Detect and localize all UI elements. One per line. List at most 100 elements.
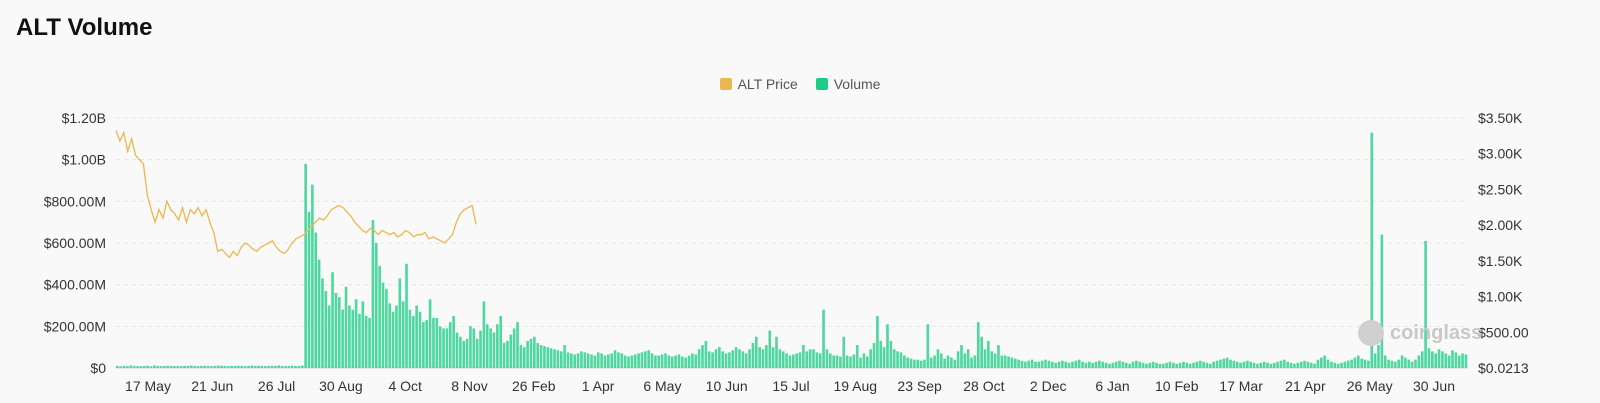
volume-bar <box>260 365 264 368</box>
y-left-tick-label: $200.00M <box>44 318 106 334</box>
volume-bar <box>371 220 375 368</box>
volume-bar <box>317 259 321 368</box>
volume-bar <box>815 352 819 369</box>
volume-bar <box>751 343 755 368</box>
volume-bar <box>563 345 566 368</box>
volume-bar <box>687 355 691 368</box>
volume-bar <box>1256 363 1259 368</box>
volume-bar <box>839 356 842 368</box>
legend-swatch-price <box>719 78 732 90</box>
volume-bar <box>492 332 496 368</box>
volume-bar <box>1363 359 1367 368</box>
y-left-tick-label: $1.20B <box>62 110 106 126</box>
volume-bar <box>681 356 684 368</box>
x-tick-label: 8 Nov <box>451 378 488 394</box>
volume-bar <box>1131 361 1135 368</box>
volume-bar <box>869 349 872 368</box>
volume-bar <box>1188 363 1192 368</box>
volume-bar <box>640 352 644 369</box>
volume-bar <box>781 351 785 368</box>
y-right-tick-label: $1.00K <box>1478 289 1523 305</box>
volume-bar <box>415 305 418 368</box>
volume-bar <box>179 366 183 369</box>
volume-bar <box>1427 348 1431 368</box>
volume-bar <box>916 359 920 368</box>
volume-bar <box>1165 362 1168 368</box>
volume-bar <box>701 345 704 368</box>
volume-bar <box>543 346 546 369</box>
volume-bar <box>946 355 950 368</box>
volume-bar <box>721 351 724 368</box>
volume-bar <box>654 355 657 368</box>
x-tick-label: 19 Aug <box>833 378 877 394</box>
legend-item-price[interactable]: ALT Price <box>719 76 798 92</box>
volume-bar <box>250 365 254 368</box>
volume-bar <box>691 353 694 368</box>
volume-bar <box>896 351 899 368</box>
volume-bar <box>936 349 940 368</box>
volume-bar <box>1336 363 1340 368</box>
volume-bar <box>287 365 291 368</box>
legend-item-volume[interactable]: Volume <box>815 76 880 92</box>
x-tick-label: 10 Feb <box>1155 378 1199 394</box>
volume-bar <box>405 263 408 368</box>
volume-bar <box>670 356 674 368</box>
volume-bar <box>1394 361 1397 368</box>
volume-bar <box>549 348 553 368</box>
volume-bar <box>1437 349 1441 368</box>
volume-bar <box>728 352 731 369</box>
volume-bar <box>502 343 506 368</box>
volume-bar <box>186 365 190 368</box>
volume-bar <box>408 309 412 368</box>
volume-bar <box>351 309 355 368</box>
y-right-tick-label: $0.0213 <box>1478 360 1529 376</box>
volume-bar <box>1313 363 1316 368</box>
volume-bar <box>196 366 200 369</box>
volume-bar <box>644 351 647 368</box>
volume-bar <box>987 340 990 368</box>
volume-bar <box>768 330 772 368</box>
volume-bar <box>1087 361 1091 368</box>
volume-bar <box>533 336 536 368</box>
volume-bar <box>311 184 314 368</box>
volume-bar <box>1161 363 1165 368</box>
volume-bar <box>1121 361 1125 368</box>
volume-bar <box>785 353 788 368</box>
volume-bar <box>354 299 358 368</box>
volume-bar <box>341 309 344 368</box>
volume-bar <box>1044 359 1047 368</box>
volume-bar <box>200 365 203 368</box>
volume-bar <box>852 354 856 368</box>
volume-bar <box>1101 361 1105 368</box>
volume-bar <box>1219 359 1222 368</box>
volume-bar <box>744 353 748 368</box>
x-tick-label: 28 Oct <box>963 378 1004 394</box>
volume-bar <box>1293 363 1296 368</box>
volume-bar <box>1074 360 1078 368</box>
volume-bar <box>203 365 207 368</box>
volume-bar <box>620 353 624 368</box>
volume-bar <box>233 365 237 368</box>
volume-bar <box>1081 361 1084 368</box>
volume-bar <box>1303 360 1306 368</box>
volume-bar <box>1346 360 1350 368</box>
volume-bar <box>516 322 519 368</box>
volume-bar <box>142 365 146 368</box>
volume-bar <box>1141 362 1145 368</box>
volume-bar <box>1209 363 1212 368</box>
volume-bar <box>865 356 869 368</box>
volume-bar <box>627 356 630 368</box>
volume-bar <box>855 345 859 368</box>
x-tick-label: 1 Apr <box>582 378 615 394</box>
volume-bar <box>257 365 260 368</box>
volume-bar <box>146 365 149 368</box>
volume-bar <box>1461 353 1464 368</box>
volume-bar <box>1225 357 1229 368</box>
volume-bar <box>1212 361 1216 368</box>
volume-bar <box>1111 362 1115 368</box>
volume-bar <box>529 338 533 368</box>
volume-bar <box>738 349 741 368</box>
volume-bar <box>704 340 708 368</box>
volume-bar <box>1007 356 1010 368</box>
volume-bar <box>489 328 492 368</box>
